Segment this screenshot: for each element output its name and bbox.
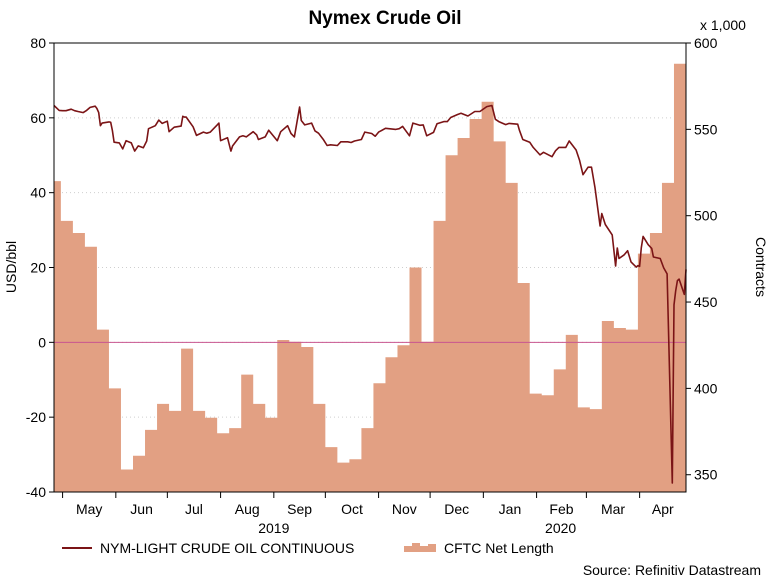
month-label: Jul <box>185 501 203 517</box>
right-tick-label: 550 <box>694 121 718 137</box>
right-tick-label: 500 <box>694 208 718 224</box>
left-tick-label: -40 <box>26 484 46 500</box>
legend: NYM-LIGHT CRUDE OIL CONTINUOUS CFTC Net … <box>62 540 554 556</box>
crude-oil-price-line <box>53 104 687 484</box>
month-label: Jan <box>499 501 522 517</box>
month-label: Sep <box>287 501 312 517</box>
x-axis-ticks: May Jun Jul Aug Sep Oct Nov Dec Jan Feb Mar Apr 2019… <box>62 492 674 536</box>
left-axis-label: USD/bbl <box>3 241 19 293</box>
legend-area-swatch <box>404 543 436 552</box>
left-tick-label: 40 <box>30 185 46 201</box>
right-tick-label: 350 <box>694 467 718 483</box>
year-label: 2020 <box>545 520 576 536</box>
cftc-net-length-area <box>54 61 686 492</box>
year-label: 2019 <box>258 520 289 536</box>
month-label: Nov <box>392 501 417 517</box>
left-tick-label: 20 <box>30 260 46 276</box>
right-axis-ticks: 600 550 500 450 400 350 <box>686 35 718 483</box>
cftc-area-fill <box>54 61 686 492</box>
left-tick-label: 60 <box>30 110 46 126</box>
left-tick-label: 80 <box>30 35 46 51</box>
right-tick-label: 400 <box>694 380 718 396</box>
month-label: Oct <box>341 501 363 517</box>
source-note: Source: Refinitiv Datastream <box>583 562 761 578</box>
gridlines <box>54 117 686 418</box>
left-tick-label: -20 <box>26 409 46 425</box>
month-label: Feb <box>549 501 573 517</box>
month-label: May <box>76 501 102 517</box>
legend-label-cftc: CFTC Net Length <box>444 540 554 556</box>
right-axis-multiplier: x 1,000 <box>700 17 746 33</box>
left-axis-ticks: 80 60 40 20 0 -20 -40 <box>26 35 54 500</box>
right-tick-label: 600 <box>694 35 718 51</box>
right-tick-label: 450 <box>694 294 718 310</box>
month-label: Mar <box>601 501 625 517</box>
month-label: Dec <box>444 501 469 517</box>
right-axis-label: Contracts <box>753 237 769 297</box>
chart-title: Nymex Crude Oil <box>308 8 461 29</box>
left-tick-label: 0 <box>38 334 46 350</box>
month-label: Aug <box>235 501 260 517</box>
month-label: Apr <box>652 501 674 517</box>
crude-price-polyline <box>53 104 687 484</box>
legend-label-crude: NYM-LIGHT CRUDE OIL CONTINUOUS <box>100 540 354 556</box>
month-label: Jun <box>130 501 153 517</box>
